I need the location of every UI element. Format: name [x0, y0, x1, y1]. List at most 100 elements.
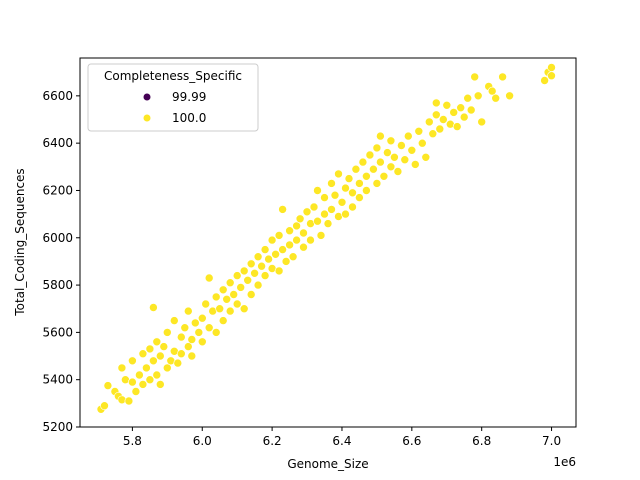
data-point [232, 299, 242, 309]
data-point [470, 72, 480, 82]
data-point [292, 221, 301, 231]
data-point [225, 306, 235, 316]
plot-frame [79, 57, 577, 428]
data-point [142, 363, 151, 373]
data-point [250, 268, 259, 278]
x-tick-label: 6.2 [263, 434, 282, 448]
legend: Completeness_Specific 99.99 100.0 [87, 63, 259, 132]
data-point [438, 115, 448, 124]
data-point [131, 387, 141, 396]
data-point [299, 228, 308, 238]
data-point [225, 278, 235, 288]
data-point [400, 155, 410, 164]
data-point [177, 332, 186, 342]
data-point [170, 316, 179, 325]
data-point [498, 72, 507, 82]
data-point [184, 306, 193, 316]
data-point [260, 271, 270, 280]
data-point [264, 254, 273, 264]
data-point [442, 101, 452, 110]
data-point [222, 294, 231, 304]
data-point [410, 160, 420, 169]
y-axis-label: Total_Coding_Sequences [13, 168, 27, 316]
data-point [403, 131, 413, 141]
data-point [473, 91, 483, 101]
data-point [187, 335, 197, 344]
data-point [372, 179, 382, 188]
data-point [274, 266, 284, 276]
data-point [355, 193, 364, 202]
data-point [278, 205, 287, 214]
data-point [456, 103, 466, 112]
data-point [431, 98, 441, 108]
data-point [278, 245, 287, 254]
data-point [159, 342, 169, 351]
data-point [362, 186, 371, 195]
data-point [103, 381, 113, 390]
data-point [239, 304, 249, 314]
data-point [285, 226, 294, 235]
data-point [201, 299, 210, 309]
data-point [218, 285, 228, 295]
data-point [145, 375, 155, 385]
x-tick-label: 7.0 [542, 434, 561, 448]
legend-marker-99-99 [143, 93, 151, 101]
data-point [257, 261, 266, 271]
data-point [156, 351, 165, 361]
data-point [365, 150, 375, 160]
data-point [198, 313, 207, 323]
data-point [407, 146, 417, 155]
data-point [285, 240, 294, 250]
data-point [149, 356, 158, 366]
data-point [341, 183, 350, 193]
data-point [466, 105, 476, 115]
data-point [348, 202, 357, 212]
data-point [348, 188, 357, 198]
x-tick-label: 6.4 [332, 434, 351, 448]
data-point [376, 131, 385, 141]
data-point [327, 179, 336, 188]
y-tick-label: 5800 [42, 278, 73, 292]
data-point [243, 275, 252, 285]
data-point [152, 337, 162, 347]
data-point [295, 214, 305, 224]
data-point [246, 259, 256, 269]
data-point [215, 304, 224, 314]
data-point [184, 342, 193, 351]
data-point [163, 363, 172, 373]
data-point [274, 231, 284, 240]
data-point [156, 380, 165, 389]
data-point [316, 231, 326, 240]
legend-marker-100-0 [143, 114, 151, 122]
data-point [177, 349, 186, 359]
x-tick-label: 6.8 [472, 434, 491, 448]
data-point [191, 318, 200, 328]
data-point [236, 283, 245, 292]
data-point [421, 153, 431, 162]
data-point [239, 266, 249, 276]
data-point [253, 252, 263, 262]
data-point [386, 162, 396, 172]
data-point [246, 290, 256, 299]
data-point [211, 328, 221, 337]
data-point [117, 395, 127, 405]
legend-title: Completeness_Specific [104, 69, 242, 83]
data-point [128, 356, 137, 366]
data-point [313, 216, 322, 226]
data-point [194, 328, 204, 337]
data-point [330, 190, 340, 200]
data-point [152, 370, 162, 380]
data-point [376, 157, 385, 167]
x-axis: 5.8 6.0 6.2 6.4 6.6 6.8 7.0 [123, 427, 561, 448]
legend-label-99-99: 99.99 [172, 90, 206, 104]
data-point [253, 280, 263, 290]
data-point [428, 129, 438, 138]
data-point [431, 110, 441, 120]
data-point [117, 363, 127, 373]
data-point [306, 235, 315, 245]
legend-label-100-0: 100.0 [172, 111, 206, 125]
data-point [180, 323, 190, 333]
y-tick-label: 6200 [42, 183, 73, 197]
data-point [229, 290, 238, 299]
